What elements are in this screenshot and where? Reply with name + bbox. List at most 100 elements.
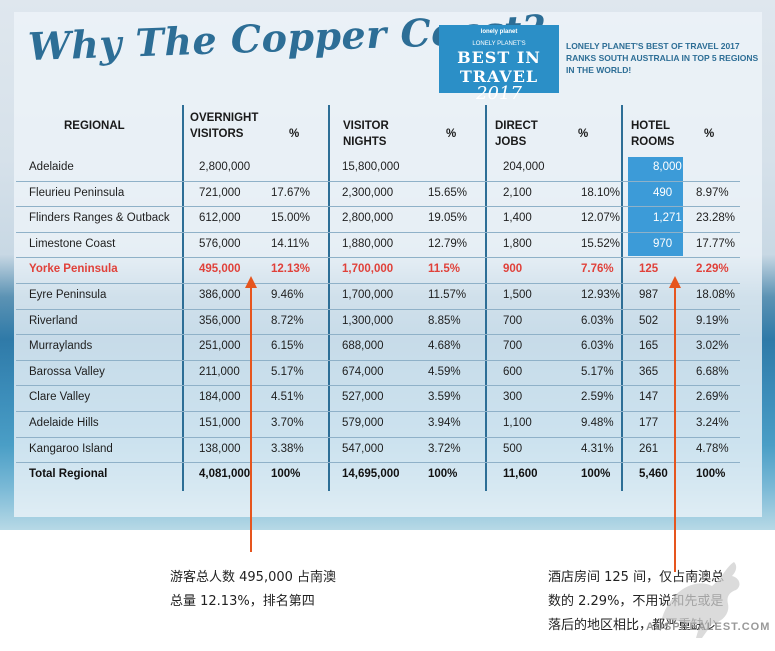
table-panel	[14, 12, 762, 517]
column-divider	[328, 105, 330, 491]
cell-region: Riverland	[29, 314, 78, 327]
kangaroo-watermark-icon	[662, 562, 740, 638]
cell-rooms: 1,271	[653, 212, 682, 225]
cell-visitors: 495,000	[199, 263, 241, 276]
cell-rooms: 5,460	[639, 468, 668, 481]
cell-jobs: 1,500	[503, 289, 532, 301]
table-row: Eyre Peninsula 386,000 9.46% 1,700,000 11.57…	[16, 284, 740, 310]
header-visitor-2: NIGHTS	[343, 136, 387, 148]
cell-visitors: 386,000	[199, 289, 241, 301]
table-row: Limestone Coast 576,000 14.11% 1,880,000 12.…	[16, 233, 740, 259]
cell-rooms: 970	[653, 237, 673, 250]
cell-visitors-pct: 3.38%	[271, 442, 304, 455]
cell-rooms: 987	[639, 289, 659, 301]
cell-visitors: 184,000	[199, 391, 241, 404]
header-direct-1: DIRECT	[495, 120, 538, 132]
cell-jobs-pct: 100%	[581, 468, 611, 481]
cell-rooms-pct: 4.78%	[696, 442, 729, 455]
cell-visitors: 612,000	[199, 212, 241, 225]
cell-jobs: 600	[503, 365, 523, 378]
table-row: Clare Valley 184,000 4.51% 527,000 3.59% 300 2…	[16, 386, 740, 412]
total-row: Total Regional 4,081,000 100% 14,695,000 100…	[16, 463, 740, 489]
cell-nights: 579,000	[342, 417, 384, 429]
column-divider	[182, 105, 184, 491]
column-divider	[485, 105, 487, 491]
arrow-left	[250, 286, 252, 552]
cell-visitors: 2,800,000	[199, 161, 251, 173]
column-divider	[621, 105, 623, 491]
cell-nights-pct: 11.5%	[428, 263, 460, 276]
cell-region: Barossa Valley	[29, 365, 105, 378]
cell-jobs-pct: 15.52%	[581, 237, 621, 250]
header-visitor-1: VISITOR	[343, 120, 389, 132]
cell-region: Yorke Peninsula	[29, 263, 118, 276]
cell-visitors: 356,000	[199, 314, 241, 327]
cell-rooms: 261	[639, 442, 659, 455]
cell-nights-pct: 100%	[428, 468, 458, 481]
badge-year: 2017	[476, 83, 522, 104]
best-in-travel-badge: lonely planet LONELY PLANET'S BEST IN TR…	[439, 25, 559, 104]
caption-left-line: 游客总人数 495,000 占南澳	[170, 570, 337, 585]
cell-jobs: 900	[503, 263, 523, 276]
cell-visitors: 576,000	[199, 237, 241, 250]
cell-region: Kangaroo Island	[29, 442, 113, 455]
cell-rooms-pct: 6.68%	[696, 365, 729, 378]
table-row: Kangaroo Island 138,000 3.38% 547,000 3.72% 5…	[16, 438, 740, 464]
cell-rooms-pct: 18.08%	[696, 289, 736, 301]
header-hotel-1: HOTEL	[631, 120, 670, 132]
cell-jobs-pct: 2.59%	[581, 391, 614, 404]
header-regional: REGIONAL	[64, 120, 125, 132]
cell-jobs-pct: 12.07%	[581, 212, 621, 225]
cell-nights: 1,700,000	[342, 263, 394, 276]
table-row: Adelaide Hills 151,000 3.70% 579,000 3.94% 1,…	[16, 412, 740, 438]
cell-jobs-pct: 6.03%	[581, 314, 614, 327]
cell-rooms-pct: 2.69%	[696, 391, 729, 404]
cell-jobs: 11,600	[503, 468, 538, 481]
arrow-right	[674, 286, 676, 572]
badge-top: LONELY PLANET'S	[472, 41, 526, 47]
cell-nights: 688,000	[342, 340, 384, 353]
header-pct: %	[578, 128, 589, 140]
cell-nights-pct: 4.68%	[428, 340, 461, 353]
cell-nights: 15,800,000	[342, 161, 400, 173]
cell-nights-pct: 3.72%	[428, 442, 461, 455]
cell-rooms-pct: 23.28%	[696, 212, 736, 225]
cell-visitors-pct: 17.67%	[271, 186, 311, 199]
caption-left-line: 总量 12.13%，排名第四	[170, 594, 315, 609]
arrow-left-head	[245, 276, 257, 288]
cell-nights: 2,300,000	[342, 186, 394, 199]
cell-rooms-pct: 3.24%	[696, 417, 729, 429]
cell-nights: 1,880,000	[342, 237, 394, 250]
cell-region: Total Regional	[29, 468, 108, 481]
cell-region: Fleurieu Peninsula	[29, 186, 125, 199]
cell-region: Adelaide	[29, 161, 74, 173]
cell-jobs: 500	[503, 442, 523, 455]
cell-jobs-pct: 6.03%	[581, 340, 614, 353]
cell-visitors-pct: 15.00%	[271, 212, 311, 225]
caption-right-line: 落后的地区相比，都严重缺少	[548, 618, 718, 633]
cell-visitors-pct: 12.13%	[271, 263, 311, 276]
header-hotel-2: ROOMS	[631, 136, 675, 148]
cell-nights: 527,000	[342, 391, 384, 404]
cell-jobs: 700	[503, 340, 523, 353]
cell-nights: 2,800,000	[342, 212, 394, 225]
cell-visitors: 251,000	[199, 340, 241, 353]
header-pct: %	[446, 128, 457, 140]
cell-jobs: 1,800	[503, 237, 532, 250]
header-pct: %	[289, 128, 300, 140]
cell-region: Murraylands	[29, 340, 93, 353]
cell-rooms: 147	[639, 391, 659, 404]
cell-jobs-pct: 9.48%	[581, 417, 614, 429]
cell-jobs: 300	[503, 391, 523, 404]
watermark-text: AUSPREALEST.COM	[646, 621, 771, 633]
cell-jobs: 2,100	[503, 186, 532, 199]
cell-visitors: 151,000	[199, 417, 241, 429]
cell-visitors: 721,000	[199, 186, 241, 199]
cell-rooms: 177	[639, 417, 659, 429]
cell-visitors-pct: 8.72%	[271, 314, 304, 327]
table-row: Adelaide 2,800,000 15,800,000 204,000 8,000	[16, 156, 740, 182]
table-row: Fleurieu Peninsula 721,000 17.67% 2,300,000…	[16, 182, 740, 208]
cell-rooms: 365	[639, 365, 659, 378]
cell-region: Adelaide Hills	[29, 417, 99, 429]
cell-visitors-pct: 100%	[271, 468, 301, 481]
